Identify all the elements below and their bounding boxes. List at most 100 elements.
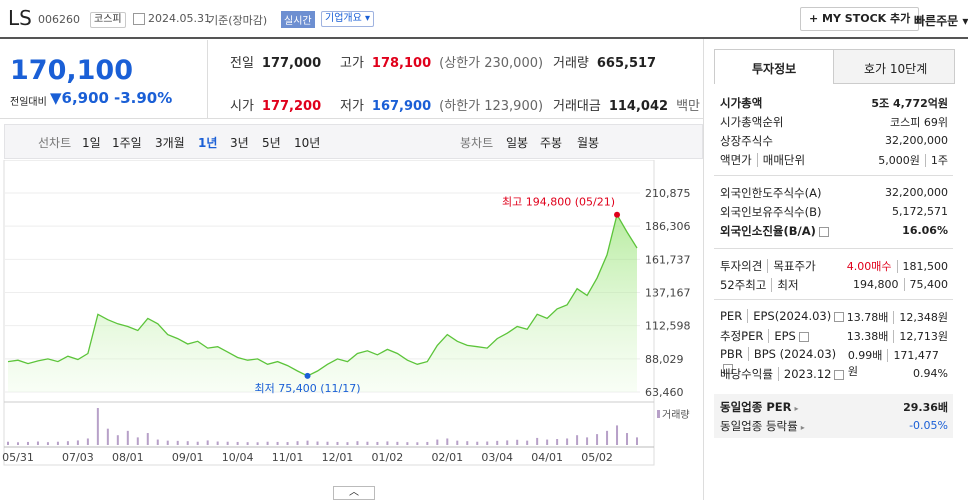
price-change: ▼6,900 — [50, 89, 109, 107]
info-icon — [818, 226, 829, 237]
volume-legend-swatch — [657, 410, 660, 418]
volume-bar — [286, 442, 289, 445]
summary-cell: 거래량 665,517 — [553, 52, 664, 71]
summary-value: 665,517 — [596, 56, 657, 71]
change-label: 전일대비 — [10, 97, 47, 108]
summary-value: 177,000 — [261, 56, 322, 71]
period-tab[interactable]: 1주일 — [112, 136, 142, 150]
arrow-icon: ▸ — [800, 423, 805, 432]
info-labels: 52주최고 최저 — [720, 277, 799, 295]
period-tab[interactable]: 3개월 — [155, 136, 185, 150]
period-tab[interactable]: 10년 — [294, 136, 321, 150]
panel-rule — [714, 299, 953, 300]
info-values: 194,800 75,400 — [853, 277, 948, 295]
info-label: PBR — [720, 347, 743, 361]
tab-orderbook[interactable] — [833, 49, 955, 84]
candle-tab[interactable]: 월봉 — [577, 136, 600, 150]
collapse-button[interactable]: ︿ — [333, 486, 375, 500]
summary-cell: 시가 177,200 — [230, 95, 329, 114]
base-basis: 기준(장마감) — [208, 14, 268, 27]
info-labels: 배당수익률 2023.12 — [720, 366, 845, 384]
volume-bar — [466, 441, 469, 445]
summary-label: 저가 — [340, 99, 364, 114]
company-overview-button[interactable]: 기업개요 ▾ — [321, 11, 375, 27]
period-tab[interactable]: 3년 — [230, 136, 249, 150]
volume-bar — [306, 440, 309, 445]
volume-bar — [456, 440, 459, 445]
info-values: 16.06% — [902, 223, 948, 241]
volume-bar — [46, 442, 49, 445]
volume-bar — [356, 441, 359, 445]
info-value: 32,200,000 — [885, 186, 948, 199]
candle-tab[interactable]: 일봉 — [506, 136, 529, 150]
quick-order-button[interactable]: 빠른주문 ▾ — [914, 14, 968, 28]
candle-chart-label: 봉차트 — [460, 136, 494, 150]
summary-cell: 전일 177,000 — [230, 52, 329, 71]
info-values: 32,200,000 — [885, 185, 948, 203]
period-tab[interactable]: 1일 — [82, 136, 101, 150]
y-tick-label: 88,029 — [645, 353, 684, 366]
realtime-button[interactable]: 실시간 — [281, 11, 315, 28]
volume-bar — [296, 441, 299, 445]
volume-bar — [556, 439, 559, 445]
x-tick-label: 04/01 — [531, 451, 563, 464]
volume-bar — [256, 442, 259, 445]
info-value: 0.94% — [913, 367, 948, 380]
panel-rule — [714, 175, 953, 176]
info-icon — [834, 369, 845, 380]
info-label: 52주최고 — [720, 278, 767, 292]
volume-bar — [236, 441, 239, 445]
y-tick-label: 112,598 — [645, 320, 691, 333]
x-tick-label: 12/01 — [322, 451, 354, 464]
info-row: 투자의견 목표주가 4.00매수 181,500 — [720, 258, 948, 276]
info-values: 5조 4,772억원 — [871, 95, 948, 113]
period-tab[interactable]: 1년 — [198, 136, 218, 150]
volume-bar — [636, 437, 638, 445]
info-values: 5,172,571 — [892, 204, 948, 222]
info-labels: 동일업종 등락률 ▸ — [720, 418, 805, 436]
summary-value: 167,900 — [371, 99, 432, 114]
volume-bar — [496, 440, 499, 445]
my-stock-button[interactable]: + MY STOCK 추가 — [800, 7, 920, 31]
info-label: BPS (2024.03) — [747, 347, 837, 361]
info-label: EPS(2024.03) — [747, 309, 832, 323]
volume-bar — [346, 442, 349, 445]
volume-bar — [506, 440, 509, 445]
info-label: PER — [720, 309, 743, 323]
info-label: 외국인한도주식수(A) — [720, 186, 822, 200]
volume-bar — [186, 441, 189, 445]
volume-bar — [586, 437, 589, 445]
volume-bar — [576, 435, 579, 445]
volume-bar — [216, 441, 219, 445]
summary-label: 시가 — [230, 99, 254, 114]
market-badge: 코스피 — [90, 12, 126, 28]
volume-bar — [76, 440, 79, 445]
info-label: 추정PER — [720, 329, 764, 343]
volume-bar — [376, 441, 379, 445]
info-label: 시가총액순위 — [720, 115, 784, 129]
info-row: 배당수익률 2023.12 0.94% — [720, 366, 948, 384]
volume-bar — [266, 441, 269, 445]
volume-bar — [56, 441, 59, 445]
company-overview-text: 기업개요 — [325, 13, 362, 24]
info-labels: 외국인보유주식수(B) — [720, 204, 822, 222]
period-tab[interactable]: 5년 — [262, 136, 281, 150]
info-icon — [798, 331, 809, 342]
summary-cell: 거래대금 114,042 백만 — [553, 95, 708, 114]
info-labels: 추정PER EPS — [720, 328, 809, 346]
info-icon — [723, 363, 733, 374]
info-label: 액면가 — [720, 153, 752, 167]
tab-invest[interactable] — [714, 49, 834, 84]
summary-label: 전일 — [230, 56, 254, 71]
volume-bar — [7, 441, 9, 445]
summary-note: (하한가 123,900) — [439, 99, 544, 114]
candle-tab[interactable]: 주봉 — [540, 136, 563, 150]
info-values: 5,000원 1주 — [878, 152, 948, 170]
info-label: 상장주식수 — [720, 134, 773, 148]
info-row: 52주최고 최저 194,800 75,400 — [720, 277, 948, 295]
volume-bar — [516, 439, 519, 445]
panel-rule — [714, 248, 953, 249]
info-values: -0.05% — [909, 418, 948, 436]
x-tick-label: 05/02 — [581, 451, 613, 464]
